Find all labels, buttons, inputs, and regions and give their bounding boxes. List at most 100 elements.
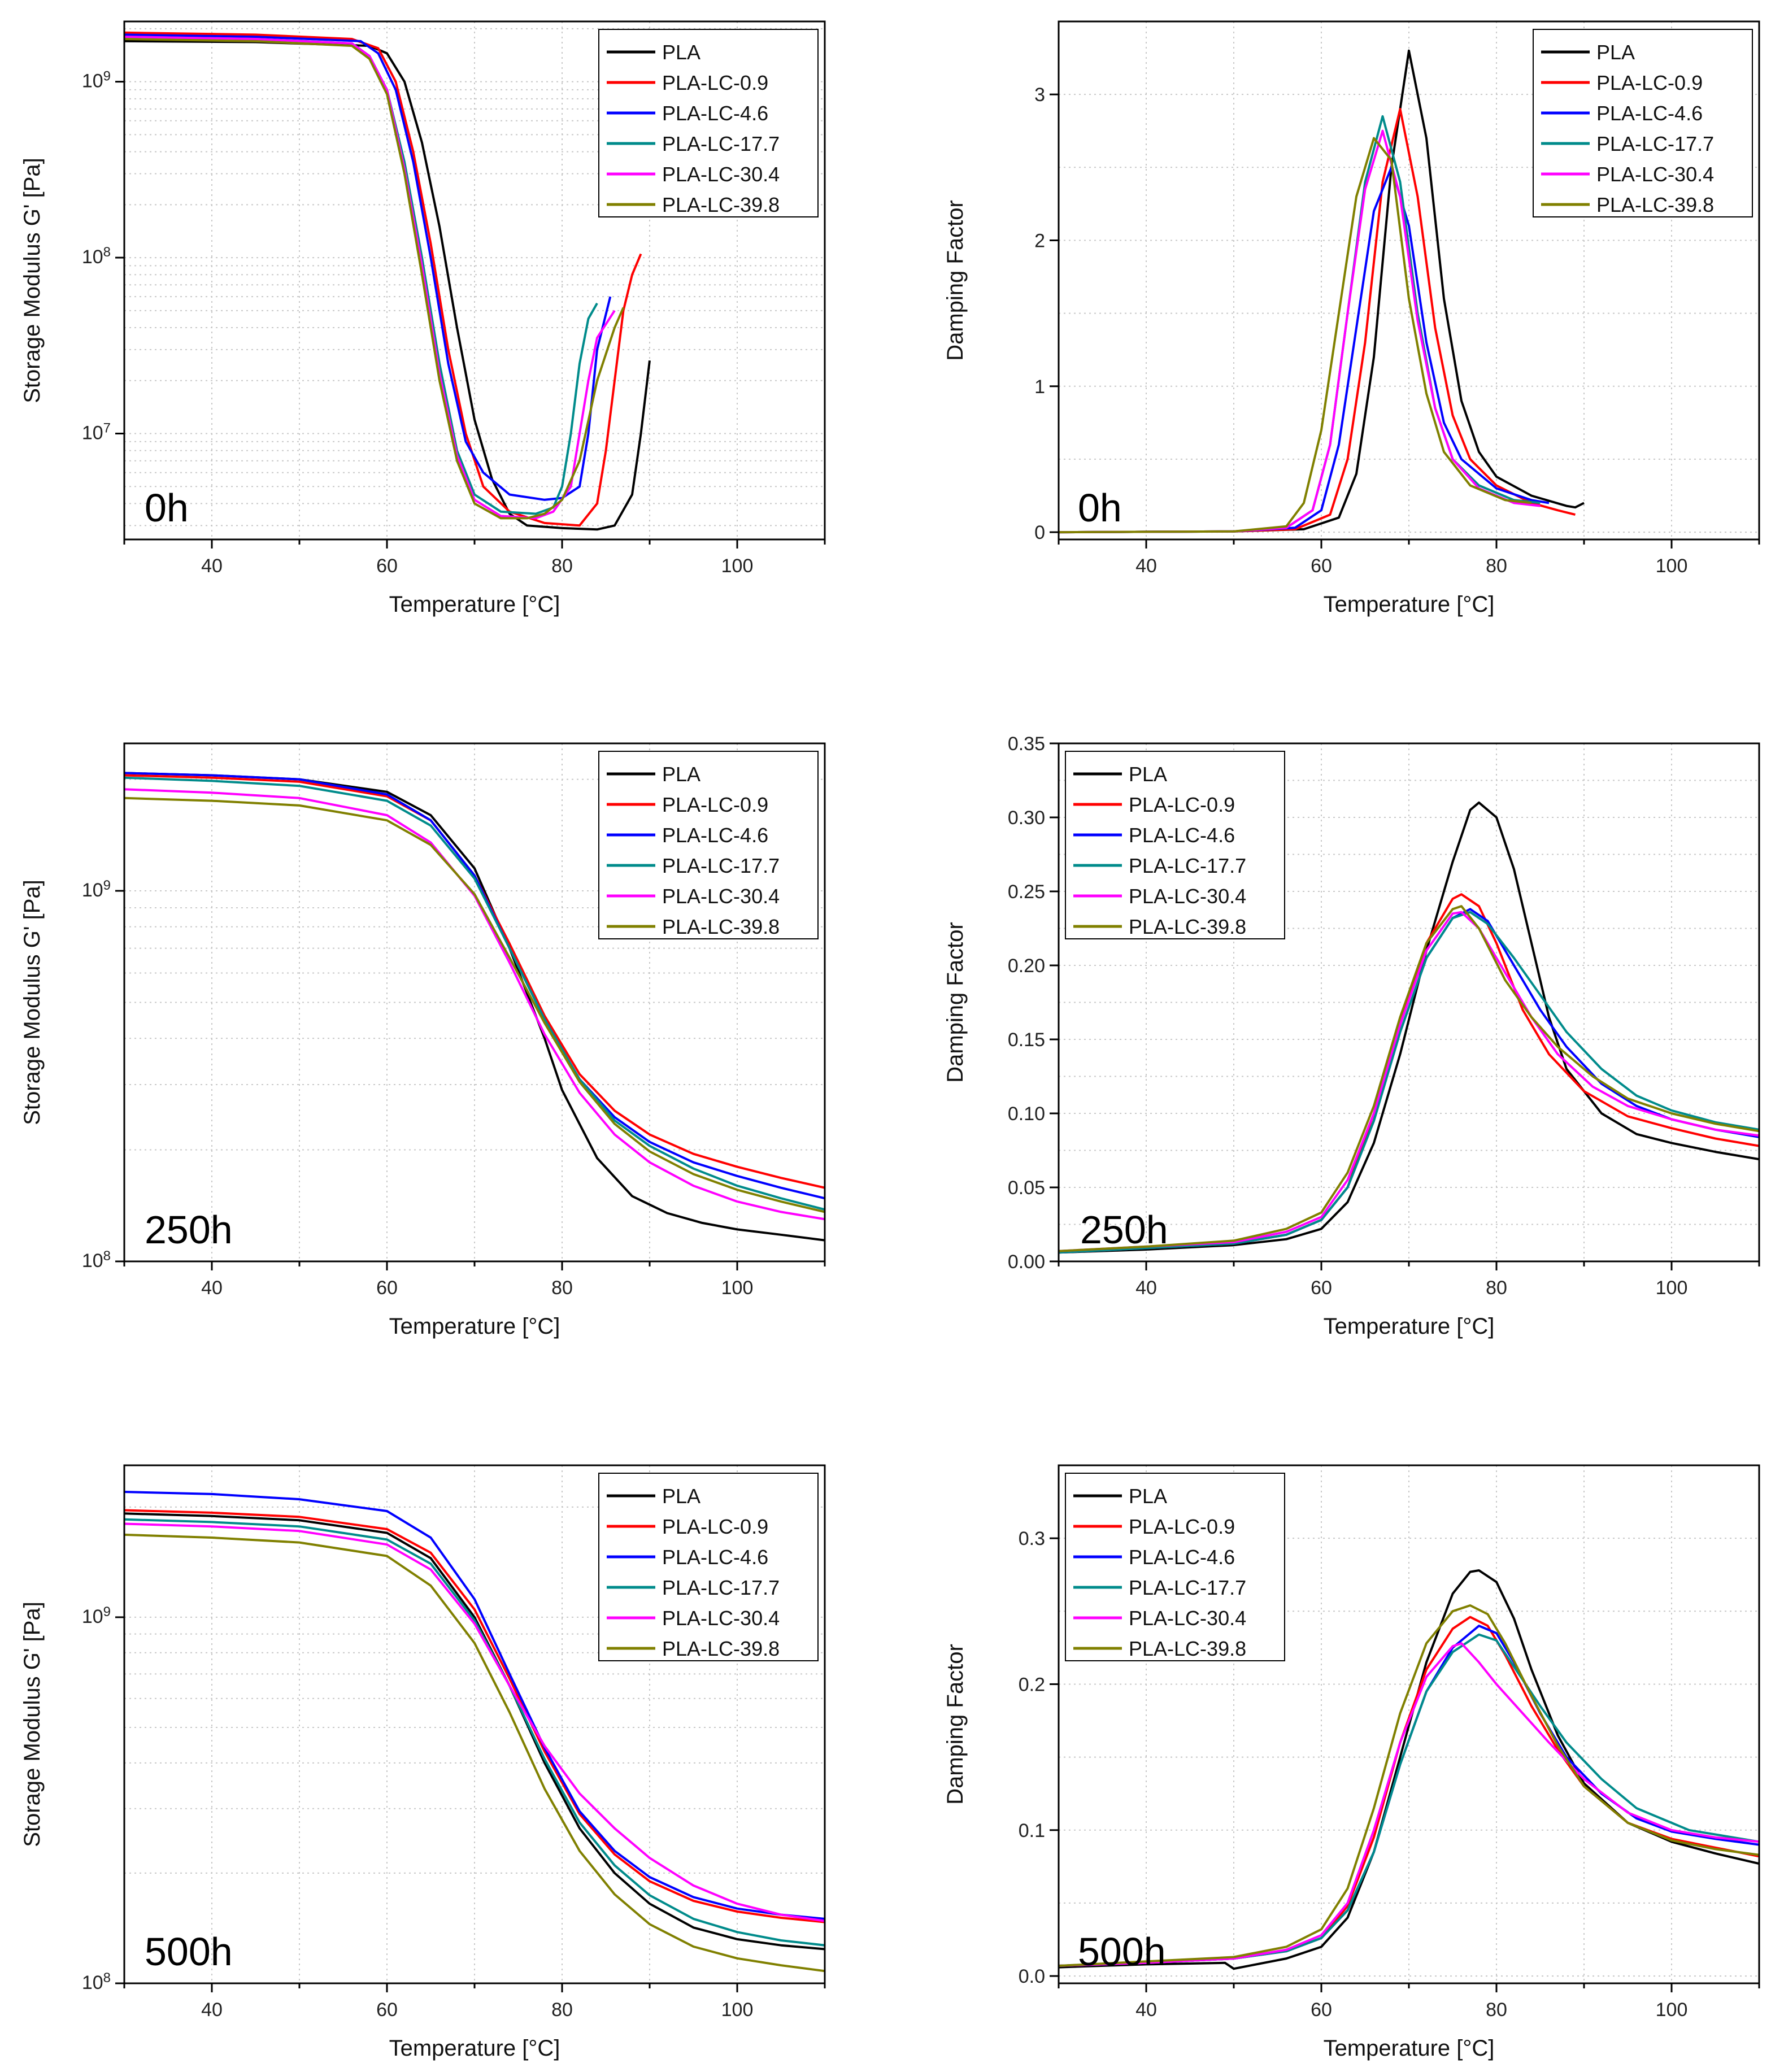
legend: PLA PLA-LC-0.9 PLA-LC-4.6 PLA-LC-17.7 PLA-LC… — [598, 29, 819, 217]
legend-label: PLA-LC-4.6 — [662, 102, 768, 125]
legend-box — [1065, 1473, 1285, 1661]
series-line-PLA-LC-30.4 — [124, 1522, 825, 1922]
legend: PLA PLA-LC-0.9 PLA-LC-4.6 PLA-LC-17.7 PLA-LC… — [598, 751, 819, 939]
y-tick-label: 109 — [82, 1604, 111, 1627]
legend-box — [598, 1473, 819, 1661]
panel-time-label: 0h — [145, 486, 189, 530]
y-tick-label: 107 — [82, 421, 111, 444]
panel-time-label: 250h — [1080, 1208, 1168, 1252]
y-tick-base: 10 — [82, 1250, 103, 1272]
legend-label: PLA-LC-39.8 — [1596, 193, 1714, 216]
legend-label: PLA-LC-17.7 — [1596, 132, 1714, 155]
y-tick-label: 3 — [1034, 84, 1045, 106]
y-tick-exponent: 9 — [103, 69, 111, 84]
legend-label: PLA — [1129, 1485, 1167, 1508]
legend-label: PLA-LC-4.6 — [662, 1546, 768, 1569]
legend-label: PLA — [662, 41, 700, 64]
legend-label: PLA-LC-0.9 — [1129, 1515, 1235, 1538]
series-group — [124, 772, 825, 1242]
y-tick-label: 108 — [82, 1248, 111, 1272]
legend-label: PLA-LC-17.7 — [1129, 1576, 1246, 1599]
x-tick-label: 100 — [721, 555, 754, 577]
legend: PLA PLA-LC-0.9 PLA-LC-4.6 PLA-LC-17.7 PLA-LC… — [598, 1473, 819, 1661]
y-tick-label: 108 — [82, 245, 111, 268]
y-tick-label: 0.10 — [1008, 1103, 1045, 1125]
y-tick-base: 10 — [82, 246, 103, 268]
series-line-PLA — [124, 772, 825, 1242]
y-tick-label: 0.2 — [1019, 1674, 1045, 1695]
legend-label: PLA-LC-4.6 — [1129, 824, 1235, 847]
series-line-PLA-LC-30.4 — [1059, 129, 1541, 534]
legend-label: PLA-LC-0.9 — [662, 1515, 768, 1538]
x-tick-label: 40 — [1135, 1999, 1157, 2021]
x-tick-label: 80 — [551, 555, 573, 577]
y-tick-exponent: 7 — [103, 421, 111, 436]
y-axis-title: Storage Modulus G' [Pa] — [20, 158, 45, 403]
y-tick-label: 0.15 — [1008, 1029, 1045, 1051]
x-tick-label: 80 — [551, 1999, 573, 2021]
series-line-PLA — [1059, 801, 1759, 1254]
legend-label: PLA-LC-39.8 — [662, 915, 780, 938]
x-tick-label: 100 — [721, 1999, 754, 2021]
x-tick-label: 60 — [1311, 555, 1332, 577]
series-line-PLA-LC-17.7 — [124, 1518, 825, 1947]
legend-label: PLA-LC-30.4 — [1129, 885, 1246, 908]
legend-label: PLA-LC-17.7 — [662, 132, 780, 155]
series-line-PLA-LC-30.4 — [1059, 1642, 1759, 1967]
y-tick-label: 109 — [82, 878, 111, 901]
series-line-PLA-LC-30.4 — [1059, 911, 1759, 1252]
x-tick-label: 100 — [721, 1277, 754, 1299]
legend-label: PLA-LC-17.7 — [662, 1576, 780, 1599]
x-axis-title: Temperature [°C] — [1324, 2036, 1495, 2061]
x-tick-label: 60 — [376, 555, 398, 577]
legend-label: PLA-LC-39.8 — [662, 193, 780, 216]
panel-time-label: 0h — [1078, 486, 1122, 530]
x-tick-label: 40 — [201, 555, 223, 577]
y-tick-label: 0.20 — [1008, 955, 1045, 977]
y-tick-label: 2 — [1034, 230, 1045, 251]
series-line-PLA-LC-39.8 — [124, 38, 625, 520]
y-tick-label: 0.25 — [1008, 881, 1045, 903]
y-tick-label: 0.00 — [1008, 1251, 1045, 1273]
x-axis-title: Temperature [°C] — [389, 1314, 560, 1339]
legend-label: PLA — [662, 763, 700, 786]
x-tick-label: 80 — [551, 1277, 573, 1299]
y-axis-title: Storage Modulus G' [Pa] — [20, 1601, 45, 1847]
series-group — [1059, 801, 1759, 1254]
legend-label: PLA-LC-30.4 — [662, 163, 780, 186]
series-line-PLA-LC-39.8 — [1059, 137, 1532, 534]
legend-label: PLA — [1596, 41, 1635, 64]
legend-label: PLA-LC-39.8 — [1129, 1637, 1246, 1660]
x-tick-label: 60 — [1311, 1277, 1332, 1299]
legend-box — [598, 29, 819, 217]
legend-label: PLA-LC-4.6 — [1596, 102, 1703, 125]
panel-time-label: 500h — [1078, 1930, 1166, 1974]
x-tick-label: 40 — [1135, 555, 1157, 577]
legend-label: PLA-LC-17.7 — [1129, 854, 1246, 877]
chart-panel-500h-damping: 40 60 80 100 0.0 0.1 0.2 0.3 Temperature [°C] Dam… — [943, 1464, 1760, 2061]
series-line-PLA-LC-39.8 — [124, 796, 825, 1213]
x-tick-label: 80 — [1486, 1999, 1507, 2021]
y-tick-base: 10 — [82, 423, 103, 444]
panel-time-label: 500h — [145, 1930, 233, 1974]
x-tick-label: 100 — [1656, 1277, 1688, 1299]
legend-label: PLA-LC-30.4 — [1129, 1607, 1246, 1630]
y-tick-exponent: 9 — [103, 878, 111, 893]
y-tick-exponent: 9 — [103, 1604, 111, 1620]
series-line-PLA — [124, 40, 651, 531]
legend-label: PLA — [1129, 763, 1167, 786]
y-tick-exponent: 8 — [103, 1248, 111, 1264]
legend-label: PLA-LC-39.8 — [662, 1637, 780, 1660]
x-tick-label: 100 — [1656, 555, 1688, 577]
x-tick-label: 80 — [1486, 1277, 1507, 1299]
legend: PLA PLA-LC-0.9 PLA-LC-4.6 PLA-LC-17.7 PLA-LC… — [1065, 751, 1285, 939]
series-line-PLA-LC-39.8 — [124, 1533, 825, 1973]
chart-panel-0h-damping: 40 60 80 100 0 1 2 3 Temperature [°C] Damping Fac… — [943, 20, 1760, 617]
series-group — [124, 31, 651, 531]
y-axis-title: Damping Factor — [943, 1644, 968, 1805]
y-axis-title: Storage Modulus G' [Pa] — [20, 880, 45, 1125]
y-tick-base: 10 — [82, 880, 103, 901]
